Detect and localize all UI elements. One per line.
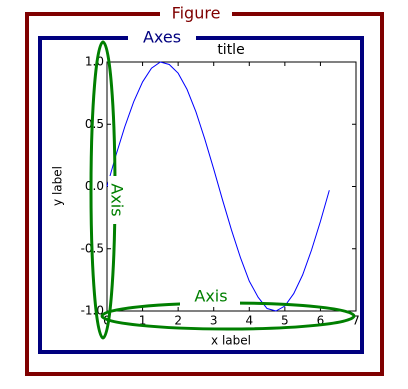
axes-frame <box>38 36 364 354</box>
x-tick-label: 5 <box>281 314 289 328</box>
plot-frame <box>106 61 357 312</box>
y-tick-label: 1.0 <box>85 55 104 69</box>
x-axis-label: x label <box>211 334 251 348</box>
y-axis-annotation: Axis <box>108 183 127 216</box>
x-axis-annotation: Axis <box>194 287 227 306</box>
series-line <box>106 61 330 312</box>
y-tick-label: 0.0 <box>85 179 104 193</box>
y-axis-label: y label <box>51 166 65 206</box>
x-tick-label: 4 <box>245 314 253 328</box>
axes-label: Axes <box>143 28 181 47</box>
label-bg <box>160 4 232 24</box>
x-tick-label: 7 <box>352 314 360 328</box>
label-bg <box>108 176 124 224</box>
x-tick-label: 6 <box>317 314 325 328</box>
x-tick-label: 1 <box>139 314 147 328</box>
chart-title: title <box>217 42 244 58</box>
x-tick-label: 3 <box>210 314 218 328</box>
figure-label: Figure <box>172 4 221 23</box>
y-tick-label: -1.0 <box>81 304 104 318</box>
x-tick-label: 2 <box>174 314 182 328</box>
plot: 0 1 2 3 4 5 6 7-1.0-0.50.00.51.0 <box>81 55 360 328</box>
label-bg <box>180 288 240 306</box>
y-tick-label: 0.5 <box>85 117 104 131</box>
label-bg <box>128 28 196 48</box>
